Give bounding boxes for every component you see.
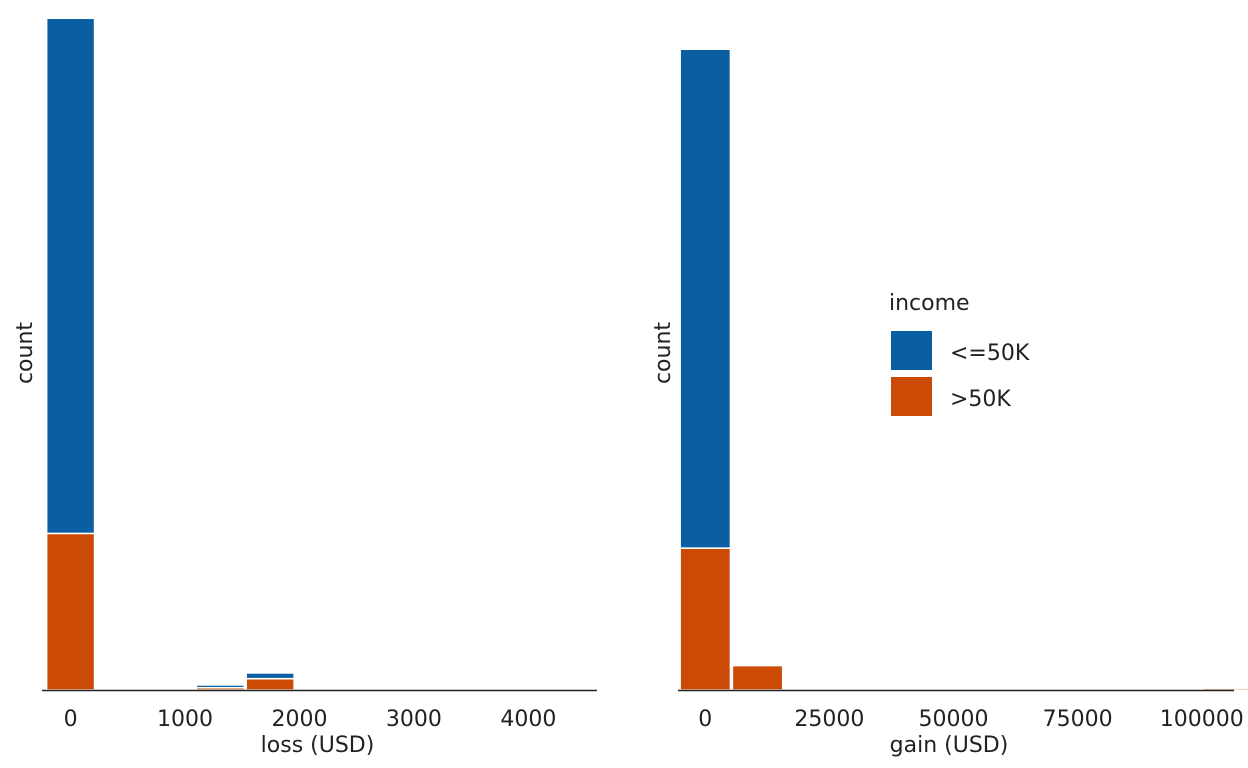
legend-title: income	[889, 291, 970, 316]
x-tick-label: 75000	[1043, 707, 1113, 732]
loss-bars	[45, 17, 295, 691]
gain-x-tick-labels: 0 25000 50000 75000 100000	[698, 707, 1243, 732]
loss-y-axis-title: count	[13, 322, 38, 384]
x-tick-label: 0	[64, 707, 78, 732]
gain-y-axis-title: count	[651, 322, 676, 384]
x-tick-label: 0	[698, 707, 712, 732]
legend-label-gt50k: >50K	[950, 387, 1011, 412]
legend-swatch-gt50k	[891, 377, 932, 416]
bar-le50k-bin-0	[679, 48, 732, 549]
bar-le50k-bin-0	[45, 17, 96, 535]
x-tick-label: 50000	[919, 707, 989, 732]
loss-histogram-panel: 0 1000 2000 3000 4000 loss (USD) count	[13, 17, 597, 758]
bar-gt50k-bin-0	[45, 532, 96, 691]
gain-bars	[679, 48, 1248, 691]
income-legend: income <=50K >50K	[889, 291, 1030, 416]
bar-gt50k-bin-0	[679, 547, 732, 691]
bar-gt50k-bin-1	[731, 664, 784, 691]
x-tick-label: 100000	[1160, 707, 1244, 732]
x-tick-label: 1000	[157, 707, 213, 732]
bar-gt50k-bin-4	[245, 677, 295, 691]
bar-le50k-bin-3	[195, 684, 245, 689]
x-tick-label: 2000	[271, 707, 327, 732]
gain-x-axis-title: gain (USD)	[890, 733, 1009, 758]
loss-x-tick-labels: 0 1000 2000 3000 4000	[64, 707, 557, 732]
legend-label-le50k: <=50K	[950, 341, 1030, 366]
x-tick-label: 3000	[386, 707, 442, 732]
x-tick-label: 4000	[500, 707, 556, 732]
bar-gt50k-bin-10	[1201, 687, 1248, 691]
gain-histogram-panel: 0 25000 50000 75000 100000 gain (USD) count	[651, 48, 1248, 758]
legend-swatch-le50k	[891, 331, 932, 370]
loss-x-axis-title: loss (USD)	[261, 733, 375, 758]
bar-le50k-bin-4	[245, 672, 295, 680]
x-tick-label: 25000	[794, 707, 864, 732]
